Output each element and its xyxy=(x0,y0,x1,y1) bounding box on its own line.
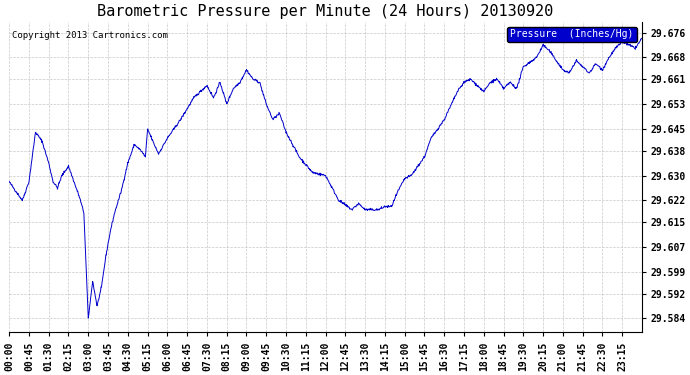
Text: Copyright 2013 Cartronics.com: Copyright 2013 Cartronics.com xyxy=(12,31,168,40)
Title: Barometric Pressure per Minute (24 Hours) 20130920: Barometric Pressure per Minute (24 Hours… xyxy=(97,4,553,19)
Legend: Pressure  (Inches/Hg): Pressure (Inches/Hg) xyxy=(507,27,637,42)
